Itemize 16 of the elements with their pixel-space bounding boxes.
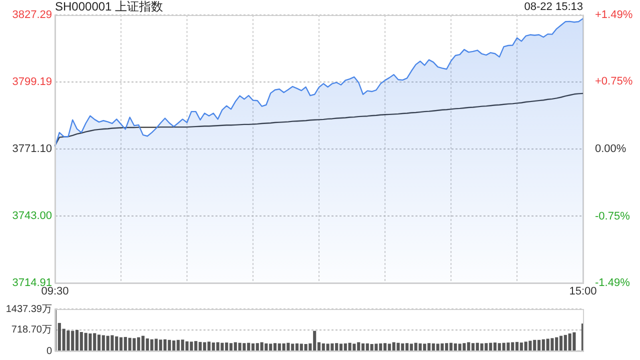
y-tick-label: 3743.00: [12, 210, 52, 222]
y2-tick-label: 0.00%: [595, 143, 626, 156]
y-tick-label: 1437.39万: [6, 304, 52, 315]
x-tick-label: 15:00: [569, 286, 597, 298]
y-tick-label: 3771.10: [12, 143, 52, 156]
y2-tick-label: +1.49%: [595, 9, 633, 22]
y-tick-label: 3827.29: [12, 9, 52, 22]
y-tick-label: 0: [46, 346, 52, 357]
text: 08-22 15:13: [524, 1, 583, 14]
chart-title: SH000001 上证指数: [55, 0, 164, 14]
x-tick-label: 09:30: [41, 286, 69, 298]
y-tick-label: 3799.19: [12, 76, 52, 88]
y2-tick-label: -0.75%: [595, 210, 630, 222]
y2-tick-label: +0.75%: [595, 76, 633, 88]
y2-tick-label: -1.49%: [595, 277, 630, 290]
y-tick-label: 718.70万: [11, 324, 52, 336]
